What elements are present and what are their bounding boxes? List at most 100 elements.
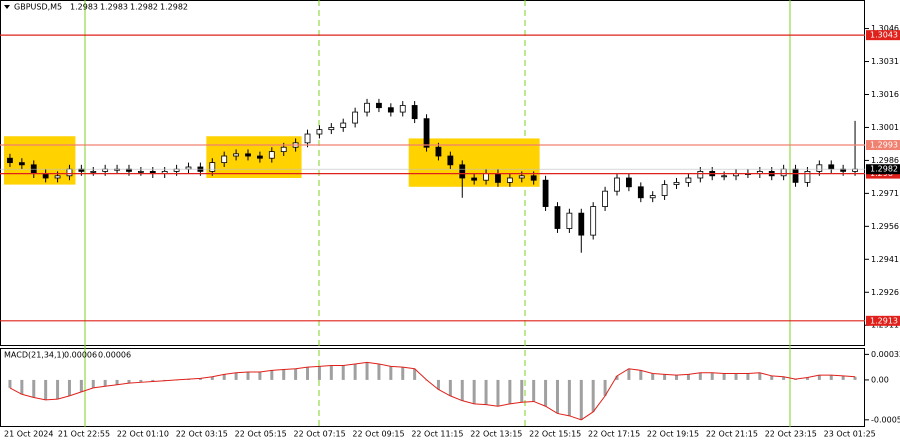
macd-bar (520, 379, 524, 403)
candle-body (614, 177, 620, 192)
macd-bar (32, 379, 36, 398)
macd-bar (591, 379, 595, 412)
candle-body (221, 155, 228, 164)
candle-body (257, 155, 263, 159)
macd-bar (234, 372, 238, 380)
x-tick-label: 22 Oct 09:15 (352, 430, 404, 439)
macd-bar (555, 379, 559, 414)
macd-bar (734, 373, 738, 380)
macd-bar (829, 375, 833, 380)
macd-signal-line (9, 361, 856, 421)
x-tick-label: 21 Oct 22:55 (58, 430, 110, 439)
macd-bar (353, 363, 357, 380)
macd-bar (91, 379, 95, 388)
y-tick-label: 1.2986 (871, 156, 899, 165)
candle-body (542, 179, 549, 207)
y-tick-label: 1.2926 (871, 288, 899, 297)
macd-bar (627, 368, 631, 380)
candle-body (387, 107, 394, 113)
x-tick-label: 22 Oct 23:15 (765, 430, 817, 439)
candle-body (268, 151, 275, 159)
macd-bar (698, 372, 702, 380)
candle-body (625, 177, 632, 188)
macd-bar (710, 372, 714, 380)
candle-body (66, 168, 73, 177)
x-tick-label: 22 Oct 03:15 (176, 430, 228, 439)
candle-body (364, 102, 370, 113)
macd-bar (151, 379, 155, 382)
level-tag (866, 140, 900, 151)
y-tick-label: 1.2956 (871, 222, 899, 231)
y-tick-label: 1.2971 (871, 189, 899, 198)
candle-body (376, 102, 382, 109)
macd-bar (44, 379, 48, 400)
level-label: 1.2913 (870, 316, 898, 325)
candle-body (590, 206, 597, 236)
candle-body (340, 122, 347, 128)
candle-body (506, 177, 513, 183)
macd-bar (317, 366, 321, 380)
quote-value: 1.2982 (130, 3, 158, 12)
macd-bar (722, 373, 726, 380)
candle-body (804, 171, 811, 183)
macd-bar (579, 379, 583, 420)
x-tick-label: 22 Oct 21:15 (706, 430, 758, 439)
macd-bar (127, 379, 131, 384)
macd-bar (508, 379, 512, 404)
x-tick-label: 22 Oct 15:15 (529, 430, 581, 439)
macd-bar (460, 379, 464, 401)
candle-body (411, 105, 418, 120)
menu-arrow (4, 5, 10, 9)
candle-body (518, 175, 525, 179)
x-tick-label: 22 Oct 17:15 (588, 430, 640, 439)
macd-bar (377, 363, 381, 380)
candle-body (578, 212, 585, 236)
candle-body (102, 168, 109, 172)
y-tick-label: 1.3031 (871, 57, 899, 66)
macd-bar (139, 379, 143, 383)
candle-body (780, 168, 787, 177)
macd-bar (817, 375, 821, 380)
macd-frame (0, 348, 865, 427)
macd-bar (401, 367, 405, 380)
macd-bar (567, 379, 571, 416)
macd-bar (496, 379, 500, 407)
candle-body (137, 171, 144, 173)
macd-bar (615, 375, 619, 380)
candle-body (423, 118, 430, 148)
x-tick-label: 22 Oct 01:10 (117, 430, 169, 439)
macd-bar (746, 373, 750, 380)
zone (206, 136, 302, 178)
quote-value: 1.2983 (100, 3, 128, 12)
y-tick-label: 1.3046 (871, 24, 899, 33)
macd-readout: 0.00006 (64, 351, 97, 360)
macd-bar (258, 371, 262, 380)
candle-body (530, 175, 537, 181)
candle-body (304, 133, 311, 144)
candle-body (673, 181, 680, 185)
macd-bar (532, 379, 536, 402)
macd-bar (686, 374, 690, 380)
candle-body (685, 177, 692, 183)
macd-bar (603, 379, 607, 396)
candle-body (316, 129, 323, 135)
level-label: 1.3043 (870, 31, 898, 40)
macd-bar (222, 374, 226, 380)
candle-body (495, 173, 501, 183)
x-tick-label: 22 Oct 11:15 (411, 430, 463, 439)
candle-body (554, 206, 561, 229)
macd-bar (841, 375, 845, 380)
macd-bar (282, 369, 286, 380)
candle-body (280, 146, 287, 153)
x-tick-label: 23 Oct 01:25 (824, 430, 876, 439)
macd-name: MACD(21,34,1) (4, 351, 65, 360)
macd-bar (770, 375, 774, 380)
macd-bar (294, 368, 298, 380)
macd-y-tick-label: -0.0005 (871, 415, 900, 424)
level-label: 1.2993 (870, 141, 898, 150)
candle-body (566, 212, 573, 229)
last-price-tag (866, 164, 900, 175)
x-tick-label: 22 Oct 13:15 (470, 430, 522, 439)
last-price-label: 1.2982 (870, 165, 898, 174)
candle-body (352, 111, 359, 124)
